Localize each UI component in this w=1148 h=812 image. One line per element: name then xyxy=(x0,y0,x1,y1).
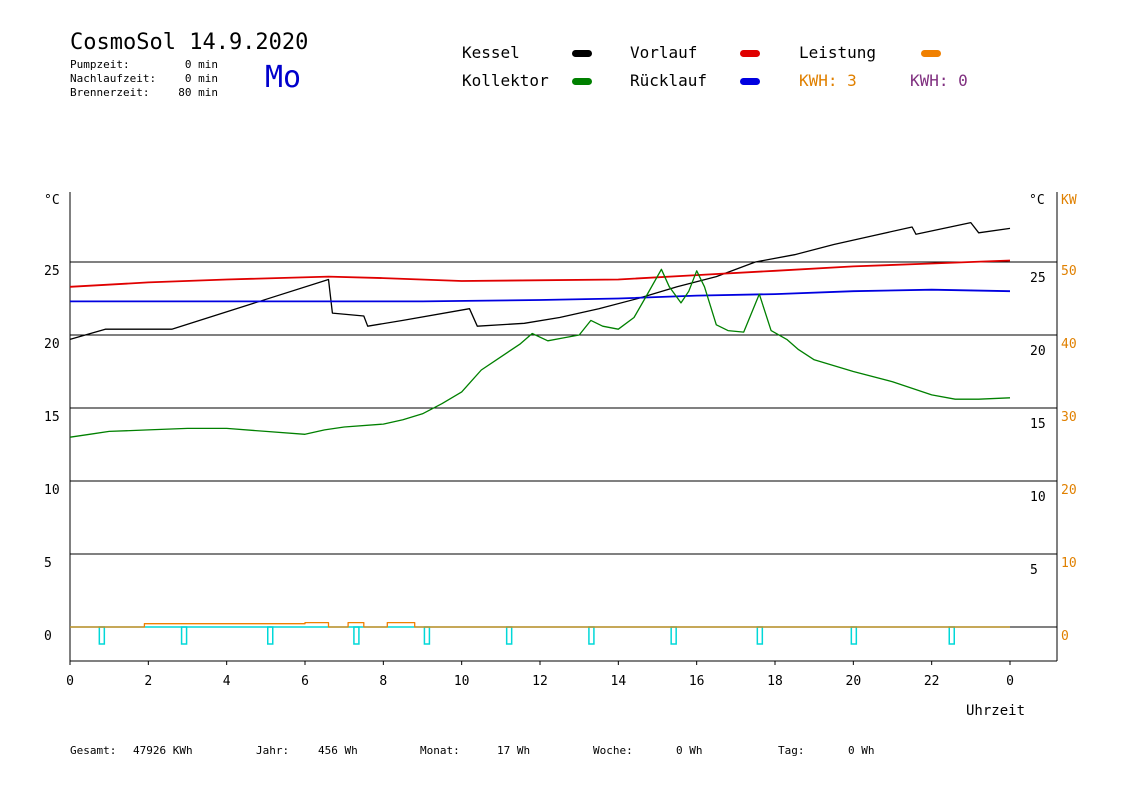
series-line-leistung xyxy=(70,621,1010,628)
y-tick-label-left: 20 xyxy=(44,337,60,352)
pulse-marker xyxy=(180,626,188,645)
y-tick-label-right-power: 0 xyxy=(1061,629,1069,644)
series-line-vorlauf xyxy=(69,259,1011,288)
series-line-kollektor xyxy=(69,268,1011,438)
y-tick-label-right-temp: 10 xyxy=(1030,490,1046,505)
footer-gesamt-label: Gesamt: xyxy=(70,744,117,757)
x-tick-label: 16 xyxy=(689,674,705,689)
x-tick-label: 6 xyxy=(301,674,309,689)
footer-jahr-label: Jahr: xyxy=(256,744,290,757)
pulse-marker xyxy=(423,626,431,645)
x-tick-label: 8 xyxy=(379,674,387,689)
series-line-kessel xyxy=(69,221,1011,341)
legend-kollektor-label: Kollektor xyxy=(462,71,549,90)
footer-jahr-value: 456 Wh xyxy=(318,744,358,757)
y-tick-label-right-power: 20 xyxy=(1061,483,1077,498)
page-title: CosmoSol 14.9.2020 xyxy=(70,30,309,55)
pulse-marker xyxy=(850,626,858,645)
y-tick-label-left: 15 xyxy=(44,410,60,425)
x-tick-label: 12 xyxy=(532,674,548,689)
pulse-marker xyxy=(948,626,955,645)
y-tick-label-right-temp: 20 xyxy=(1030,344,1046,359)
y-axis-label-right-power: KW xyxy=(1061,193,1077,208)
legend-kwh-orange: KWH: 3 xyxy=(799,71,857,90)
x-tick-label: 10 xyxy=(454,674,470,689)
weekday-label: Mo xyxy=(265,60,302,95)
stat-label-brennerzeit: Brennerzeit: xyxy=(70,86,150,99)
series-line-ruecklauf xyxy=(70,288,1011,303)
y-tick-label-right-power: 40 xyxy=(1061,337,1077,352)
stat-label-pumpzeit: Pumpzeit: xyxy=(70,58,130,71)
x-tick-label: 18 xyxy=(767,674,783,689)
x-tick-label: 22 xyxy=(924,674,940,689)
legend-kollektor-swatch xyxy=(572,78,592,85)
footer-tag-label: Tag: xyxy=(778,744,805,757)
x-tick-label: 0 xyxy=(66,674,74,689)
pulse-marker xyxy=(670,626,677,645)
y-axis-label-right-temp: °C xyxy=(1029,193,1045,208)
x-tick-label: 20 xyxy=(846,674,862,689)
legend-ruecklauf-swatch xyxy=(740,78,760,85)
x-tick-label: 4 xyxy=(223,674,231,689)
legend-kessel-swatch xyxy=(572,50,592,57)
stat-value-brennerzeit: 80 min xyxy=(178,86,218,99)
stat-label-nachlaufzeit: Nachlaufzeit: xyxy=(70,72,157,85)
y-axis-label-left: °C xyxy=(44,193,60,208)
pulse-marker xyxy=(267,626,274,645)
y-tick-label-right-temp: 5 xyxy=(1030,563,1038,578)
chart-axes xyxy=(69,192,1058,665)
pulse-marker xyxy=(98,626,106,645)
x-tick-label: 0 xyxy=(1006,674,1014,689)
y-tick-label-right-power: 10 xyxy=(1061,556,1077,571)
x-axis-label: Uhrzeit xyxy=(966,703,1025,719)
legend-kwh-purple: KWH: 0 xyxy=(910,71,968,90)
pulse-marker xyxy=(505,626,513,645)
tick-labels: 0 2 4 6 8 10 12 14 16 18 20 22 0 0 5 10 15 20 25 5 10 15 20 25 0… xyxy=(44,264,1077,689)
y-tick-label-left: 0 xyxy=(44,629,52,644)
y-tick-label-left: 5 xyxy=(44,556,52,571)
pulse-marker xyxy=(756,626,764,645)
legend-ruecklauf-label: Rücklauf xyxy=(630,71,708,90)
stat-value-nachlaufzeit: 0 min xyxy=(184,72,218,85)
footer-monat-value: 17 Wh xyxy=(497,744,531,757)
footer-monat-label: Monat: xyxy=(420,744,460,757)
footer-tag-value: 0 Wh xyxy=(848,744,875,757)
legend-leistung-label: Leistung xyxy=(799,43,877,62)
y-tick-label-right-temp: 15 xyxy=(1030,417,1046,432)
footer-gesamt-value: 47926 KWh xyxy=(133,744,193,757)
pulse-marker xyxy=(588,626,595,645)
y-tick-label-left: 25 xyxy=(44,264,60,279)
y-tick-label-left: 10 xyxy=(44,483,60,498)
y-tick-label-right-temp: 25 xyxy=(1030,271,1046,286)
legend-leistung-swatch xyxy=(921,50,941,57)
footer-woche-value: 0 Wh xyxy=(676,744,703,757)
stat-value-pumpzeit: 0 min xyxy=(184,58,218,71)
legend-vorlauf-label: Vorlauf xyxy=(630,43,698,62)
legend-kessel-label: Kessel xyxy=(462,43,520,62)
y-tick-label-right-power: 30 xyxy=(1061,410,1077,425)
series-layer xyxy=(69,221,1011,645)
x-tick-label: 2 xyxy=(144,674,152,689)
legend-vorlauf-swatch xyxy=(740,50,760,57)
y-tick-label-right-power: 50 xyxy=(1061,264,1077,279)
pulse-marker xyxy=(353,626,360,645)
footer-woche-label: Woche: xyxy=(593,744,633,757)
x-tick-label: 14 xyxy=(611,674,627,689)
